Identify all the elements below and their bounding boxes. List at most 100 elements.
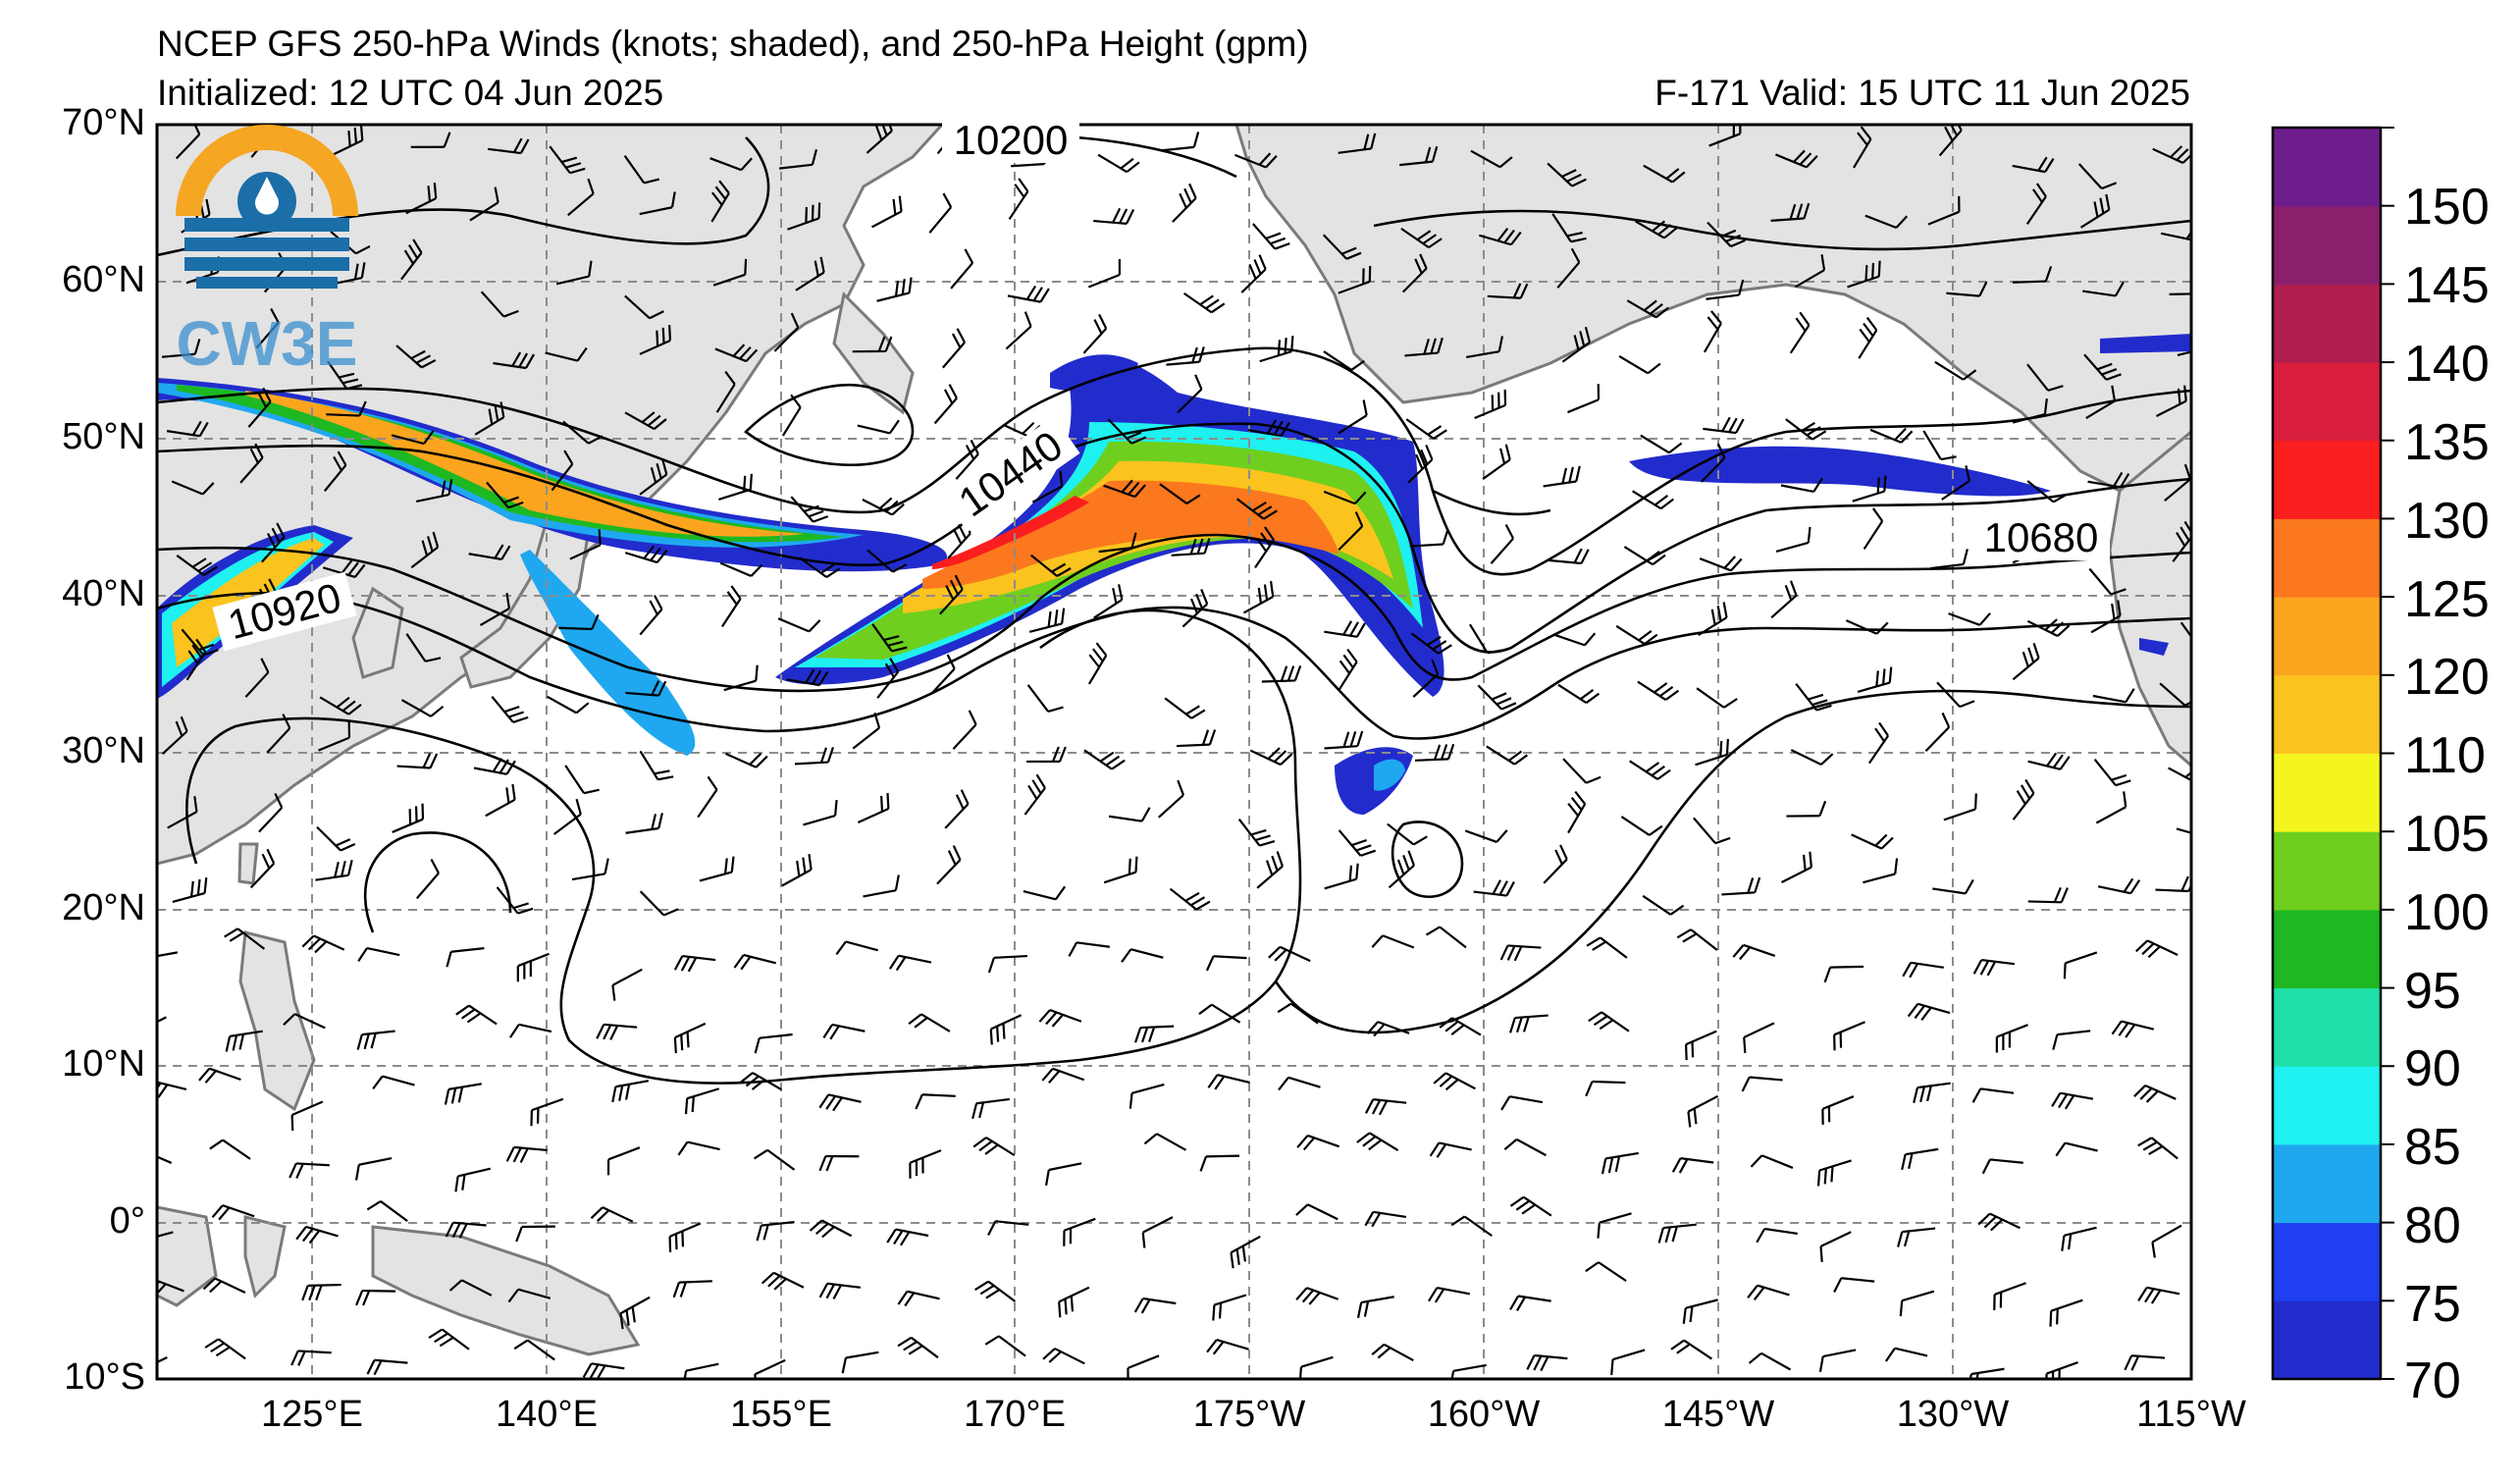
wind-barb [1743, 1022, 1775, 1053]
wind-barb [428, 1328, 470, 1351]
wind-barb [301, 1283, 341, 1301]
wind-barb [1703, 310, 1722, 353]
wind-barb [1741, 1076, 1783, 1092]
wind-barb [876, 277, 913, 302]
wind-barb [1629, 760, 1671, 780]
wind-barb [799, 556, 841, 578]
wind-barb [1324, 863, 1359, 890]
wind-barb [639, 750, 674, 781]
colorbar [2273, 127, 2394, 1380]
colorbar-label-85: 85 [2404, 1119, 2461, 1176]
wind-barb [1479, 227, 1522, 246]
wind-barb [754, 1358, 786, 1379]
wind-barb [2026, 363, 2064, 392]
wind-barb [1127, 1354, 1160, 1379]
wind-barb [410, 132, 451, 148]
wind-barb [754, 1033, 793, 1054]
wind-barb [715, 370, 736, 413]
wind-barb [1721, 876, 1761, 896]
wind-barb [249, 848, 276, 889]
colorbar-label-70: 70 [2404, 1352, 2461, 1409]
lon-label-130w: 130°W [1896, 1394, 2010, 1435]
wind-barb [318, 721, 351, 752]
wind-barb [2012, 156, 2055, 174]
wind-barb [761, 1271, 805, 1291]
wind-barb [2085, 385, 2117, 419]
jet-stream-shading [157, 334, 2191, 815]
wind-barb [718, 473, 753, 501]
colorbar-segment [2273, 518, 2381, 598]
wind-barb [1038, 1009, 1082, 1028]
wind-barb [1181, 589, 1209, 628]
colorbar-segment [2273, 674, 2381, 754]
wind-barb [1008, 178, 1029, 220]
wind-barb [1387, 822, 1428, 846]
wind-barb [1356, 1296, 1394, 1318]
wind-barb [1857, 666, 1893, 693]
wind-barb [1063, 1217, 1096, 1246]
wind-barb [2169, 292, 2191, 295]
wind-barb [2133, 1084, 2177, 1103]
wind-barb [719, 561, 763, 577]
logo-text: CW3E [177, 308, 358, 379]
wind-barb [1098, 532, 1137, 554]
wind-barb [1863, 507, 1884, 551]
wind-barb [415, 479, 453, 503]
wind-barb [283, 1013, 326, 1030]
wind-barb [1205, 955, 1247, 972]
wind-barb [1924, 712, 1951, 753]
wind-barb [1129, 1083, 1165, 1109]
wind-barb [558, 613, 600, 631]
wind-barb [1775, 526, 1811, 553]
wind-barb [1093, 207, 1135, 225]
wind-barb [198, 1067, 241, 1084]
wind-barb [2159, 682, 2191, 707]
wind-barb [1160, 132, 1200, 152]
wind-barb [723, 664, 759, 692]
wind-barb [322, 559, 366, 579]
wind-barb [1863, 858, 1899, 884]
wind-barb [1026, 684, 1064, 714]
wind-barb [1087, 642, 1108, 685]
lat-label-70n: 70°N [62, 102, 145, 143]
colorbar-label-100: 100 [2404, 884, 2490, 941]
wind-barb [496, 886, 534, 915]
wind-barb [1058, 1286, 1090, 1318]
wind-barb [1706, 221, 1746, 248]
wind-barb [1695, 738, 1730, 767]
wind-barb [886, 1228, 929, 1246]
colorbar-segment [2273, 1143, 2381, 1224]
wind-barb [1486, 745, 1528, 766]
wind-barb [1901, 1147, 1939, 1171]
wind-barb [1821, 1095, 1855, 1125]
wind-barb [468, 544, 511, 561]
wind-barb [1789, 311, 1811, 354]
wind-barb [897, 1290, 940, 1307]
wind-barb [1943, 793, 1977, 821]
wind-barb [781, 854, 813, 887]
wind-barb [167, 796, 198, 829]
wind-barb [157, 1231, 174, 1238]
wind-barb [835, 940, 878, 956]
wind-barb [699, 856, 735, 882]
wind-barb [480, 291, 519, 318]
wind-barb [936, 845, 962, 885]
lat-label-60n: 60°N [62, 259, 145, 300]
wind-barb [1588, 1011, 1630, 1033]
wind-barb [2124, 1354, 2166, 1371]
wind-barb [1585, 1080, 1626, 1097]
wind-barb [2093, 759, 2131, 787]
wind-barb [786, 668, 829, 687]
wind-barb [1499, 944, 1542, 962]
wind-barb [1371, 934, 1415, 949]
wind-barb [1946, 281, 1988, 297]
wind-barb [1897, 1227, 1936, 1247]
lat-label-10n: 10°N [62, 1043, 145, 1085]
wind-barb [1338, 511, 1364, 552]
wind-barbs [157, 125, 2191, 1379]
wind-barb [1277, 1002, 1319, 1025]
wind-barb [672, 1280, 712, 1298]
wind-barb [1425, 926, 1467, 949]
wind-barb [818, 1154, 860, 1172]
wind-barb [1853, 126, 1872, 169]
